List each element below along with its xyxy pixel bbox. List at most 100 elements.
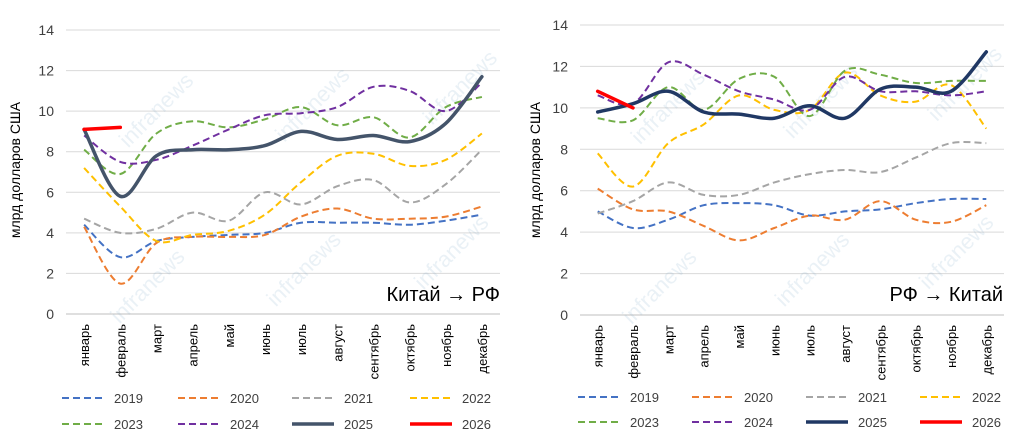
legend-label: 2019 — [114, 391, 143, 406]
y-axis-label: млрд долларов США — [7, 101, 23, 238]
watermark-text: infranews — [114, 68, 198, 152]
x-tick-label: ноябрь — [439, 324, 454, 367]
watermark-text: infranews — [923, 41, 1007, 125]
x-tick-label: февраль — [626, 325, 641, 379]
legend-item-2021: 2021 — [292, 391, 373, 406]
x-tick-label: июль — [803, 325, 818, 356]
x-tick-label: октябрь — [403, 324, 418, 372]
y-tick-label: 6 — [560, 183, 568, 199]
legend-label: 2020 — [744, 390, 773, 405]
legend-item-2025: 2025 — [292, 417, 373, 432]
series-line-2021 — [83, 148, 483, 235]
legend-label: 2022 — [972, 390, 1001, 405]
legend-item-2025: 2025 — [806, 415, 887, 430]
gridlines — [580, 24, 1004, 316]
legend-label: 2026 — [462, 417, 491, 432]
chart-china-to-russia: 0 2 4 6 8 10 12 14 infranews infranews infranews in… — [7, 22, 502, 432]
legend-label: 2019 — [630, 390, 659, 405]
chart-title: РФ → Китай — [890, 284, 1004, 306]
y-tick-label: 14 — [38, 22, 54, 38]
x-tick-label: июнь — [767, 325, 782, 356]
watermark-text: infranews — [770, 227, 854, 311]
legend-label: 2023 — [114, 417, 143, 432]
legend-label: 2020 — [230, 391, 259, 406]
y-tick-label: 0 — [46, 306, 54, 322]
y-tick-label: 2 — [46, 265, 54, 281]
series-line-2026 — [595, 89, 635, 110]
y-tick-label: 6 — [46, 184, 54, 200]
legend-label: 2025 — [858, 415, 887, 430]
series-lines — [595, 50, 989, 242]
series-line-2020 — [597, 187, 987, 242]
legend-label: 2026 — [972, 415, 1001, 430]
series-line-2026 — [82, 125, 123, 132]
legend-item-2022: 2022 — [920, 390, 1001, 405]
series-line-2020 — [83, 205, 483, 285]
y-tick-label: 12 — [552, 58, 568, 74]
x-tick-label: декабрь — [979, 325, 994, 375]
x-tick-label: май — [222, 324, 237, 347]
legend-item-2020: 2020 — [692, 390, 773, 405]
legend: 2019 2020 2021 2022 2023 2024 2025 2026 — [578, 390, 1001, 430]
series-line-2021 — [597, 141, 987, 215]
x-tick-label: сентябрь — [873, 325, 888, 381]
x-tick-label: август — [838, 325, 853, 363]
watermark-text: infranews — [418, 45, 502, 129]
series-line-2019 — [83, 213, 483, 259]
x-tick-label: октябрь — [909, 325, 924, 373]
x-tick-label: январь — [77, 324, 92, 366]
y-tick-label: 4 — [560, 224, 568, 240]
watermark-text: infranews — [262, 227, 346, 311]
y-tick-label: 12 — [38, 63, 54, 79]
legend-item-2022: 2022 — [410, 391, 491, 406]
legend-item-2026: 2026 — [410, 417, 491, 432]
legend-label: 2024 — [744, 415, 773, 430]
series-line-2023 — [597, 67, 987, 124]
series-line-2022 — [596, 71, 988, 188]
watermark-text: infranews — [626, 65, 710, 149]
legend-label: 2025 — [344, 417, 373, 432]
legend-label: 2022 — [462, 391, 491, 406]
series-line-2022 — [83, 132, 483, 244]
legend-item-2020: 2020 — [178, 391, 259, 406]
series-line-2023 — [83, 95, 483, 176]
watermark-text: infranews — [617, 244, 701, 328]
series-line-2019 — [597, 197, 987, 230]
legend-item-2019: 2019 — [578, 390, 659, 405]
legend-item-2023: 2023 — [578, 415, 659, 430]
x-tick-label: февраль — [113, 324, 128, 378]
legend-item-2026: 2026 — [920, 415, 1001, 430]
x-tick-label: март — [149, 324, 164, 353]
x-tick-label: март — [661, 325, 676, 354]
legend: 2019 2020 2021 2022 2023 2024 2025 2026 — [62, 391, 491, 432]
x-tick-label: июнь — [258, 324, 273, 355]
series-line-2025 — [595, 50, 989, 121]
y-tick-label: 10 — [552, 100, 568, 116]
y-tick-label: 8 — [46, 144, 54, 160]
x-tick-label: ноябрь — [944, 325, 959, 368]
watermark-text: infranews — [409, 210, 493, 294]
chart-title: Китай → РФ — [387, 284, 501, 306]
legend-item-2019: 2019 — [62, 391, 143, 406]
x-tick-label: декабрь — [475, 324, 490, 374]
y-tick-label: 2 — [560, 266, 568, 282]
legend-label: 2021 — [858, 390, 887, 405]
x-tick-label: апрель — [697, 325, 712, 368]
x-tick-label: январь — [591, 325, 606, 367]
y-tick-label: 4 — [46, 225, 54, 241]
x-tick-label: сентябрь — [366, 324, 381, 380]
series-line-2024 — [597, 60, 987, 112]
legend-item-2024: 2024 — [692, 415, 773, 430]
series-line-2025 — [82, 74, 484, 199]
legend-label: 2023 — [630, 415, 659, 430]
x-tick-label: май — [732, 325, 747, 348]
y-axis-label: млрд долларов США — [527, 101, 543, 238]
legend-label: 2021 — [344, 391, 373, 406]
x-tick-label: апрель — [186, 324, 201, 367]
legend-label: 2024 — [230, 417, 259, 432]
legend-item-2023: 2023 — [62, 417, 143, 432]
x-tick-label: август — [330, 324, 345, 362]
x-tick-label: июль — [294, 324, 309, 355]
y-tick-label: 14 — [552, 17, 568, 33]
